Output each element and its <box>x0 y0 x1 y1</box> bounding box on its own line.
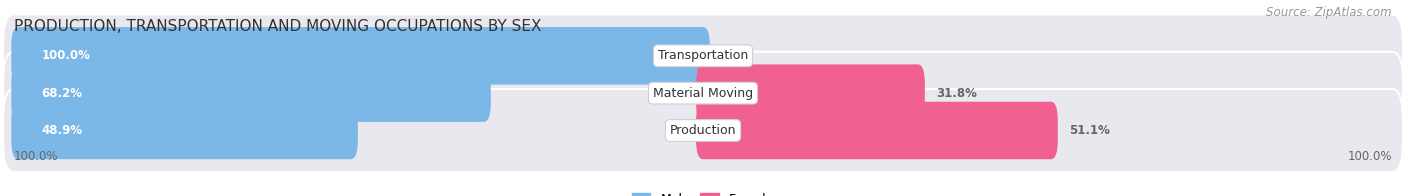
FancyBboxPatch shape <box>11 64 491 122</box>
Text: 48.9%: 48.9% <box>42 124 83 137</box>
Text: 100.0%: 100.0% <box>1347 150 1392 163</box>
Text: 68.2%: 68.2% <box>42 87 83 100</box>
Text: 51.1%: 51.1% <box>1069 124 1109 137</box>
Text: 0.0%: 0.0% <box>717 49 749 62</box>
FancyBboxPatch shape <box>696 102 1057 159</box>
Text: Material Moving: Material Moving <box>652 87 754 100</box>
Text: 100.0%: 100.0% <box>42 49 90 62</box>
FancyBboxPatch shape <box>3 14 1403 97</box>
FancyBboxPatch shape <box>3 89 1403 172</box>
Legend: Male, Female: Male, Female <box>627 188 779 196</box>
Text: Production: Production <box>669 124 737 137</box>
FancyBboxPatch shape <box>696 64 925 122</box>
Text: 100.0%: 100.0% <box>14 150 59 163</box>
Text: Transportation: Transportation <box>658 49 748 62</box>
FancyBboxPatch shape <box>11 102 359 159</box>
Text: Source: ZipAtlas.com: Source: ZipAtlas.com <box>1267 6 1392 19</box>
FancyBboxPatch shape <box>3 52 1403 135</box>
Text: PRODUCTION, TRANSPORTATION AND MOVING OCCUPATIONS BY SEX: PRODUCTION, TRANSPORTATION AND MOVING OC… <box>14 19 541 34</box>
FancyBboxPatch shape <box>11 27 710 84</box>
Text: 31.8%: 31.8% <box>936 87 977 100</box>
